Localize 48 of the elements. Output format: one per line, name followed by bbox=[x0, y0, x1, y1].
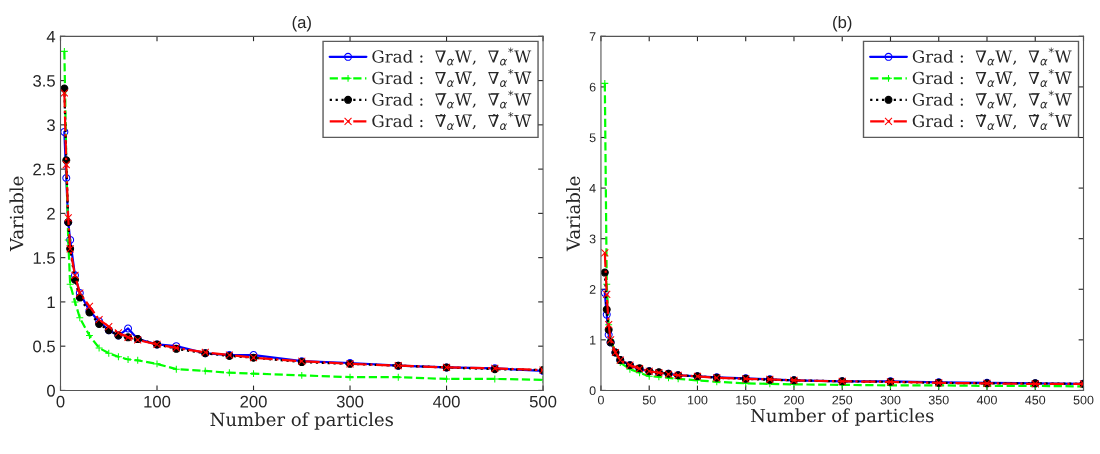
x-tick-label: 350 bbox=[928, 395, 949, 405]
y-tick-label: 2 bbox=[47, 207, 55, 220]
x-tick-label: 100 bbox=[144, 395, 171, 408]
y-tick-label: 2.5 bbox=[33, 163, 55, 176]
x-tick-label: 50 bbox=[642, 395, 656, 405]
y-tick-label: 0 bbox=[47, 384, 55, 397]
legend-label: Grad : ∇̃$_{α}$W̅, ∇̃$_{α}$$^{*}$W̅ bbox=[912, 112, 1072, 130]
x-tick-label: 250 bbox=[832, 395, 853, 405]
x-tick-label: 200 bbox=[240, 395, 267, 408]
x-axis-title: Number of particles bbox=[210, 412, 393, 430]
y-tick-label: 5 bbox=[589, 133, 596, 143]
legend-label: Grad : ∇̅$_{α}$W̅, ∇̅$_{α}$$^{*}$W̅ bbox=[912, 90, 1072, 109]
x-tick-label: 500 bbox=[529, 395, 557, 408]
x-tick-label: 0 bbox=[56, 395, 65, 408]
x-tick-label: 200 bbox=[784, 395, 804, 405]
legend-label: Grad : ∇̅$_{α}$W̅, ∇̅$_{α}$$^{*}$W̅ bbox=[372, 90, 532, 109]
y-tick-label: 0.5 bbox=[33, 340, 55, 353]
chart-title: (b) bbox=[833, 15, 852, 32]
x-axis-title: Number of particles bbox=[750, 408, 934, 426]
legend-label: Grad : ∇$_{α}$W, ∇$_{α}$$^{*}$W bbox=[912, 47, 1072, 66]
x-tick-label: 500 bbox=[1073, 395, 1094, 405]
y-axis-title: Variable bbox=[566, 176, 581, 252]
x-tick-label: 450 bbox=[1025, 395, 1046, 405]
y-tick-label: 6 bbox=[589, 82, 596, 92]
y-tick-label: 4 bbox=[589, 184, 596, 193]
y-tick-label: 3 bbox=[589, 234, 596, 244]
legend-label: Grad : ∇$_{α}$W̅, ∇$_{α}$$^{*}$W̅ bbox=[912, 69, 1072, 87]
y-tick-label: 2 bbox=[589, 285, 596, 294]
chart-title: (a) bbox=[292, 15, 311, 32]
x-tick-label: 400 bbox=[976, 395, 997, 405]
x-tick-label: 150 bbox=[736, 395, 756, 405]
y-tick-label: 7 bbox=[589, 32, 596, 41]
y-tick-label: 0 bbox=[589, 386, 596, 396]
y-tick-label: 3 bbox=[47, 119, 55, 132]
y-tick-label: 1 bbox=[47, 296, 55, 308]
x-tick-label: 300 bbox=[336, 395, 364, 408]
y-axis-title: Variable bbox=[9, 176, 24, 252]
legend-label: Grad : ∇$_{α}$W, ∇$_{α}$$^{*}$W bbox=[372, 47, 532, 66]
y-tick-label: 4 bbox=[46, 30, 56, 43]
x-tick-label: 100 bbox=[687, 395, 708, 405]
y-tick-label: 1.5 bbox=[33, 252, 55, 264]
y-tick-label: 1 bbox=[590, 335, 596, 345]
x-tick-label: 300 bbox=[880, 395, 901, 405]
legend-label: Grad : ∇$_{α}$W̅, ∇$_{α}$$^{*}$W̅ bbox=[372, 69, 532, 87]
y-tick-label: 3.5 bbox=[33, 74, 55, 87]
x-tick-label: 400 bbox=[433, 395, 460, 408]
legend-label: Grad : ∇̃$_{α}$W̅, ∇̃$_{α}$$^{*}$W̅ bbox=[372, 112, 532, 130]
x-tick-label: 0 bbox=[597, 395, 604, 405]
